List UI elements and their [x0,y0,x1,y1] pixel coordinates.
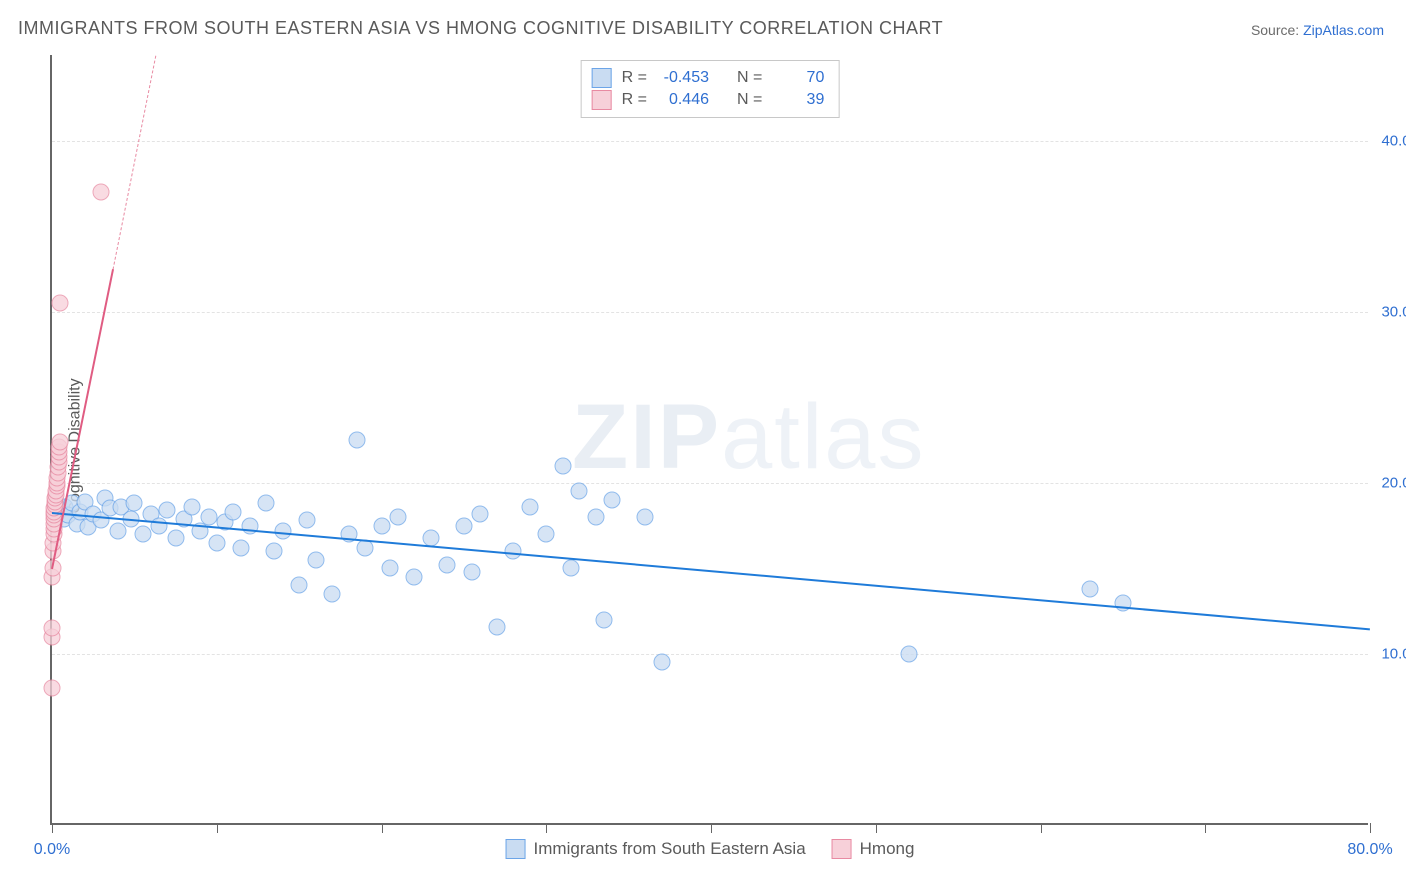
data-point [151,517,168,534]
x-tick [1205,823,1206,833]
data-point [381,560,398,577]
data-point [167,529,184,546]
x-tick [1370,823,1371,833]
stat-r-value: 0.446 [657,89,709,111]
chart-title: IMMIGRANTS FROM SOUTH EASTERN ASIA VS HM… [18,18,943,39]
data-point [900,645,917,662]
data-point [472,505,489,522]
data-point [562,560,579,577]
data-point [571,483,588,500]
data-point [307,551,324,568]
series-swatch-icon [592,68,612,88]
data-point [200,509,217,526]
x-tick-label: 0.0% [34,841,70,859]
series-swatch-icon [506,839,526,859]
x-tick [711,823,712,833]
x-tick [217,823,218,833]
stat-n-value: 39 [772,89,824,111]
gridline [52,654,1368,655]
watermark: ZIPatlas [572,385,925,490]
y-tick-label: 40.0% [1374,132,1406,149]
gridline [52,141,1368,142]
data-point [266,543,283,560]
stat-r-label: R = [622,89,647,111]
data-point [44,620,61,637]
legend-item: Hmong [832,839,915,859]
data-point [159,502,176,519]
scatter-plot-area: ZIPatlas R = -0.453 N = 70 R = 0.446 N =… [50,55,1368,825]
data-point [455,517,472,534]
data-point [208,534,225,551]
series-swatch-icon [832,839,852,859]
data-point [595,611,612,628]
x-tick [876,823,877,833]
y-tick-label: 10.0% [1374,645,1406,662]
stats-row: R = -0.453 N = 70 [592,67,825,89]
y-tick-label: 20.0% [1374,474,1406,491]
gridline [52,483,1368,484]
data-point [604,491,621,508]
legend-label: Immigrants from South Eastern Asia [534,839,806,859]
stat-r-value: -0.453 [657,67,709,89]
data-point [348,432,365,449]
data-point [538,526,555,543]
series-swatch-icon [592,90,612,110]
data-point [184,498,201,515]
data-point [134,526,151,543]
data-point [521,498,538,515]
x-tick [1041,823,1042,833]
data-point [389,509,406,526]
stat-r-label: R = [622,67,647,89]
gridline [52,312,1368,313]
data-point [93,183,110,200]
x-tick [382,823,383,833]
data-point [488,618,505,635]
legend-item: Immigrants from South Eastern Asia [506,839,806,859]
x-tick [52,823,53,833]
correlation-stats-box: R = -0.453 N = 70 R = 0.446 N = 39 [581,60,840,118]
trend-line [112,55,156,269]
data-point [109,522,126,539]
data-point [52,295,69,312]
data-point [587,509,604,526]
data-point [422,529,439,546]
y-tick-label: 30.0% [1374,303,1406,320]
stat-n-value: 70 [772,67,824,89]
source-label: Source: [1251,22,1303,38]
stat-n-label: N = [737,67,762,89]
stats-row: R = 0.446 N = 39 [592,89,825,111]
data-point [233,539,250,556]
bottom-legend: Immigrants from South Eastern Asia Hmong [506,839,915,859]
data-point [439,556,456,573]
trend-line [52,512,1370,630]
watermark-thin: atlas [721,386,925,488]
data-point [653,654,670,671]
data-point [406,568,423,585]
data-point [373,517,390,534]
x-tick [546,823,547,833]
watermark-bold: ZIP [572,386,721,488]
data-point [291,577,308,594]
data-point [52,433,69,450]
data-point [464,563,481,580]
data-point [258,495,275,512]
data-point [126,495,143,512]
source-attribution: Source: ZipAtlas.com [1251,22,1384,38]
data-point [554,457,571,474]
data-point [324,586,341,603]
data-point [637,509,654,526]
legend-label: Hmong [860,839,915,859]
x-tick-label: 80.0% [1347,841,1392,859]
data-point [274,522,291,539]
stat-n-label: N = [737,89,762,111]
source-value: ZipAtlas.com [1303,22,1384,38]
data-point [299,512,316,529]
data-point [1081,580,1098,597]
data-point [225,503,242,520]
data-point [44,680,61,697]
